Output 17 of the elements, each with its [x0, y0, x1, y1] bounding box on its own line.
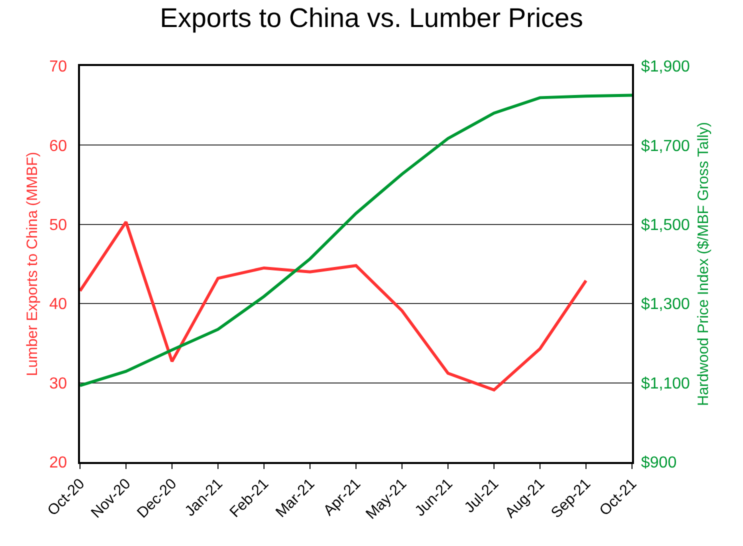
y2-tick-label: $1,300: [641, 296, 690, 314]
y-tick-label: 50: [49, 217, 68, 234]
y2-tick-label: $1,500: [641, 217, 690, 234]
y-tick-label: 20: [49, 454, 68, 472]
y2-axis-title: Hardwood Price Index ($/MBF Gross Tally): [695, 122, 712, 406]
y2-tick-label: $1,100: [641, 375, 690, 392]
y-tick-label: 60: [49, 138, 68, 155]
y2-tick-label: $1,900: [641, 58, 690, 76]
line-series: [80, 220, 588, 392]
y-tick-label: 40: [49, 296, 68, 314]
y2-tick-label: $900: [641, 454, 677, 472]
y-tick-label: 70: [49, 58, 68, 76]
line-series: [80, 94, 632, 388]
y-tick-label: 30: [49, 375, 68, 392]
chart-title: Exports to China vs. Lumber Prices: [160, 3, 584, 34]
y-axis-title: Lumber Exports to China (MMBF): [24, 152, 42, 376]
y2-tick-label: $1,700: [641, 138, 690, 155]
